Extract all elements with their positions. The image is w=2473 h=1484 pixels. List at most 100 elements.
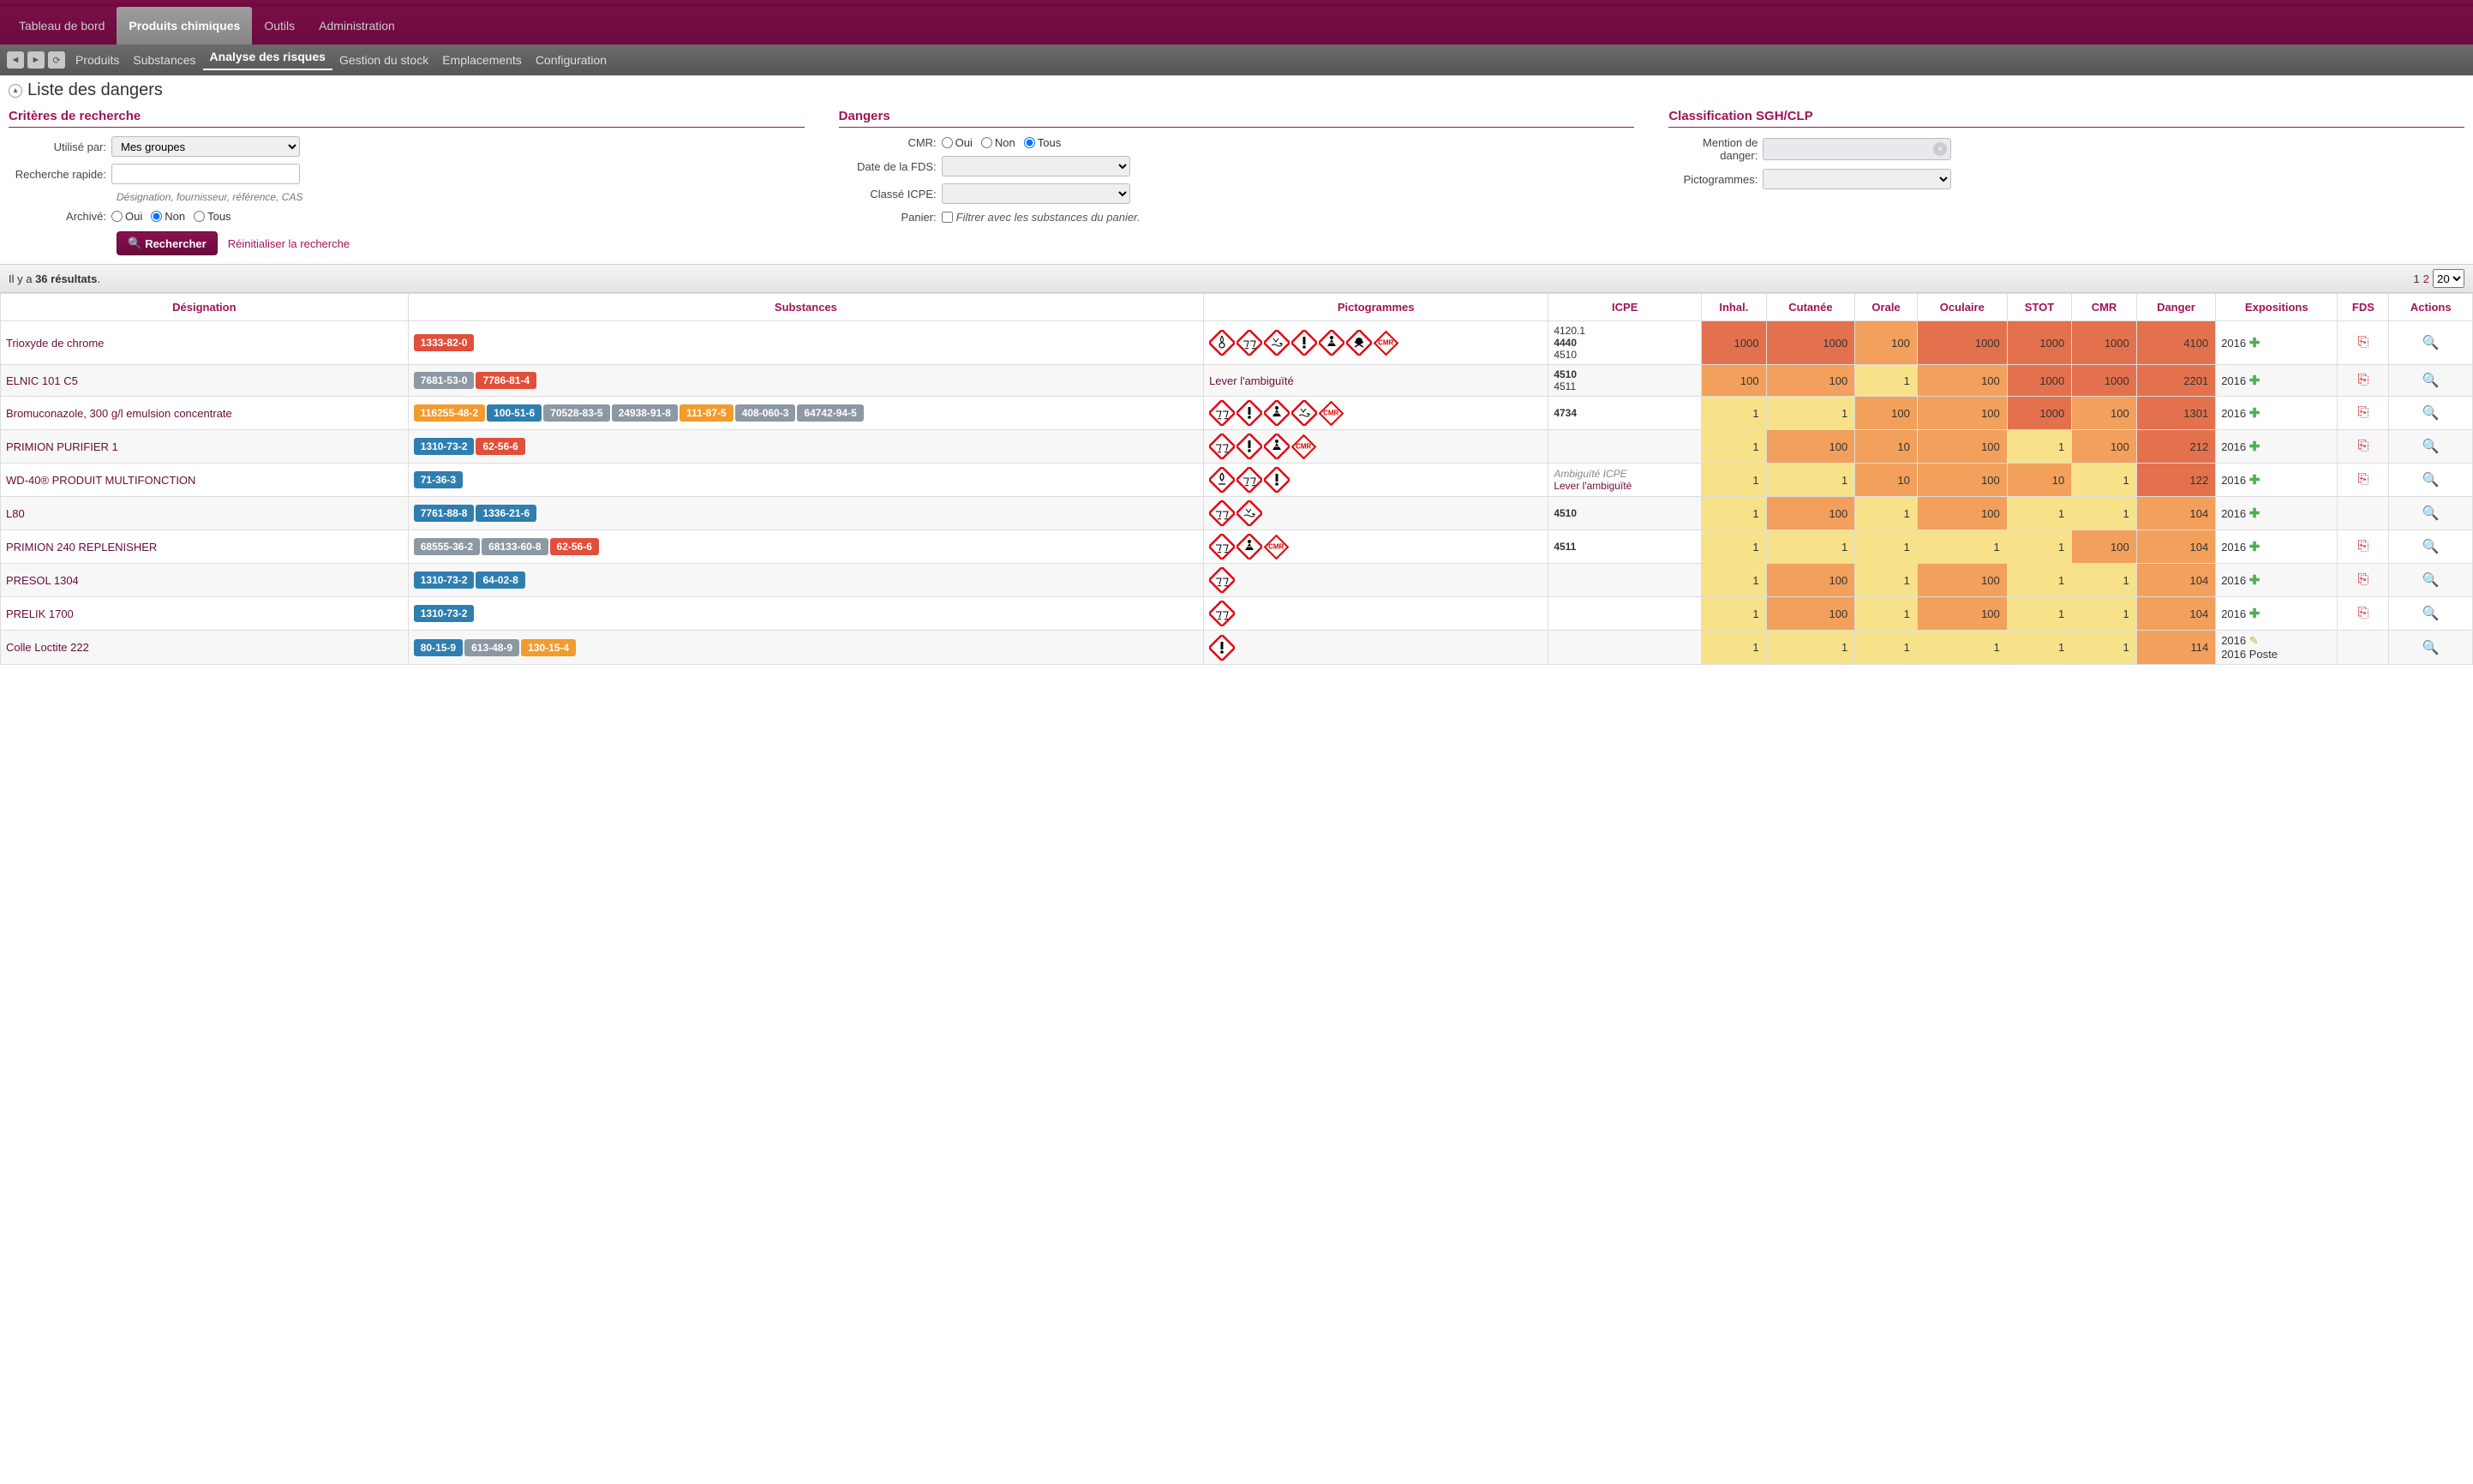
cell-designation[interactable]: L80 bbox=[1, 497, 409, 530]
th-expositions[interactable]: Expositions bbox=[2216, 294, 2338, 321]
th-fds[interactable]: FDS bbox=[2338, 294, 2389, 321]
mention-input[interactable]: × bbox=[1763, 138, 1951, 160]
cell-designation[interactable]: PRELIK 1700 bbox=[1, 597, 409, 631]
add-icon[interactable]: ✚ bbox=[2249, 540, 2260, 554]
view-icon[interactable]: 🔍 bbox=[2422, 607, 2440, 621]
th-actions[interactable]: Actions bbox=[2389, 294, 2473, 321]
subtab-risk-analysis[interactable]: Analyse des risques bbox=[203, 50, 332, 70]
subtab-products[interactable]: Produits bbox=[69, 53, 126, 67]
th-oculaire[interactable]: Oculaire bbox=[1917, 294, 2007, 321]
substance-chip[interactable]: 408-060-3 bbox=[735, 404, 796, 422]
substance-chip[interactable]: 116255-48-2 bbox=[414, 404, 485, 422]
substance-chip[interactable]: 100-51-6 bbox=[487, 404, 542, 422]
view-icon[interactable]: 🔍 bbox=[2422, 473, 2440, 488]
th-orale[interactable]: Orale bbox=[1855, 294, 1918, 321]
tab-admin[interactable]: Administration bbox=[307, 7, 407, 45]
cell-designation[interactable]: PRIMION 240 REPLENISHER bbox=[1, 530, 409, 564]
nav-refresh-icon[interactable]: ⟳ bbox=[48, 51, 65, 69]
pdf-icon[interactable]: ⎘ bbox=[2358, 373, 2369, 387]
picto-select[interactable] bbox=[1763, 169, 1951, 189]
cell-designation[interactable]: Trioxyde de chrome bbox=[1, 321, 409, 365]
th-inhal[interactable]: Inhal. bbox=[1702, 294, 1766, 321]
add-icon[interactable]: ✚ bbox=[2249, 607, 2260, 621]
cell-designation[interactable]: PRIMION PURIFIER 1 bbox=[1, 430, 409, 464]
add-icon[interactable]: ✚ bbox=[2249, 406, 2260, 421]
substance-chip[interactable]: 64742-94-5 bbox=[797, 404, 863, 422]
th-cutanee[interactable]: Cutanée bbox=[1766, 294, 1855, 321]
th-substances[interactable]: Substances bbox=[408, 294, 1203, 321]
cmr-all[interactable]: Tous bbox=[1024, 136, 1061, 149]
view-icon[interactable]: 🔍 bbox=[2422, 573, 2440, 588]
pdf-icon[interactable]: ⎘ bbox=[2358, 472, 2369, 487]
cell-designation[interactable]: Bromuconazole, 300 g/l emulsion concentr… bbox=[1, 397, 409, 430]
substance-chip[interactable]: 62-56-6 bbox=[550, 538, 599, 555]
view-icon[interactable]: 🔍 bbox=[2422, 336, 2440, 350]
view-icon[interactable]: 🔍 bbox=[2422, 540, 2440, 554]
th-danger[interactable]: Danger bbox=[2136, 294, 2215, 321]
subtab-stock[interactable]: Gestion du stock bbox=[332, 53, 435, 67]
substance-chip[interactable]: 1310-73-2 bbox=[414, 605, 475, 622]
used-by-select[interactable]: Mes groupes bbox=[111, 136, 300, 157]
view-icon[interactable]: 🔍 bbox=[2422, 406, 2440, 421]
substance-chip[interactable]: 80-15-9 bbox=[414, 639, 463, 656]
substance-chip[interactable]: 1310-73-2 bbox=[414, 438, 475, 455]
substance-chip[interactable]: 111-87-5 bbox=[680, 404, 734, 422]
tab-dashboard[interactable]: Tableau de bord bbox=[7, 7, 117, 45]
add-icon[interactable]: ✚ bbox=[2249, 473, 2260, 488]
view-icon[interactable]: 🔍 bbox=[2422, 641, 2440, 655]
pdf-icon[interactable]: ⎘ bbox=[2358, 539, 2369, 554]
view-icon[interactable]: 🔍 bbox=[2422, 374, 2440, 388]
cell-designation[interactable]: WD-40® PRODUIT MULTIFONCTION bbox=[1, 464, 409, 497]
substance-chip[interactable]: 24938-91-8 bbox=[612, 404, 678, 422]
th-cmr[interactable]: CMR bbox=[2072, 294, 2136, 321]
basket-checkbox[interactable]: Filtrer avec les substances du panier. bbox=[942, 211, 1141, 224]
subtab-locations[interactable]: Emplacements bbox=[435, 53, 529, 67]
substance-chip[interactable]: 68133-60-8 bbox=[482, 538, 548, 555]
ambiguity-link[interactable]: Lever l'ambiguïté bbox=[1209, 374, 1294, 387]
fds-date-select[interactable] bbox=[942, 156, 1130, 177]
tab-chemicals[interactable]: Produits chimiques bbox=[117, 7, 252, 45]
cmr-yes[interactable]: Oui bbox=[942, 136, 973, 149]
pdf-icon[interactable]: ⎘ bbox=[2358, 405, 2369, 420]
substance-chip[interactable]: 1310-73-2 bbox=[414, 571, 475, 589]
subtab-substances[interactable]: Substances bbox=[126, 53, 202, 67]
th-icpe[interactable]: ICPE bbox=[1548, 294, 1702, 321]
search-button[interactable]: 🔍Rechercher bbox=[117, 231, 218, 255]
icpe-select[interactable] bbox=[942, 183, 1130, 204]
quick-search-input[interactable] bbox=[111, 164, 300, 184]
collapse-icon[interactable]: ▴ bbox=[9, 84, 22, 98]
substance-chip[interactable]: 71-36-3 bbox=[414, 471, 463, 488]
pdf-icon[interactable]: ⎘ bbox=[2358, 335, 2369, 350]
page-next[interactable]: 2 bbox=[2423, 272, 2429, 285]
edit-icon[interactable]: ✎ bbox=[2249, 634, 2259, 647]
substance-chip[interactable]: 613-48-9 bbox=[464, 639, 519, 656]
archived-all[interactable]: Tous bbox=[194, 210, 231, 223]
cmr-no[interactable]: Non bbox=[981, 136, 1015, 149]
icpe-ambiguity-link[interactable]: Lever l'ambiguïté bbox=[1554, 480, 1696, 492]
view-icon[interactable]: 🔍 bbox=[2422, 506, 2440, 521]
th-pictograms[interactable]: Pictogrammes bbox=[1204, 294, 1548, 321]
pdf-icon[interactable]: ⎘ bbox=[2358, 439, 2369, 453]
archived-yes[interactable]: Oui bbox=[111, 210, 142, 223]
substance-chip[interactable]: 7786-81-4 bbox=[476, 372, 536, 389]
substance-chip[interactable]: 62-56-6 bbox=[476, 438, 524, 455]
substance-chip[interactable]: 130-15-4 bbox=[521, 639, 576, 656]
reset-link[interactable]: Réinitialiser la recherche bbox=[228, 237, 350, 250]
nav-forward-icon[interactable]: ► bbox=[27, 51, 45, 69]
page-size-select[interactable]: 20 bbox=[2433, 269, 2464, 288]
substance-chip[interactable]: 64-02-8 bbox=[476, 571, 524, 589]
cell-designation[interactable]: Colle Loctite 222 bbox=[1, 631, 409, 665]
th-stot[interactable]: STOT bbox=[2007, 294, 2071, 321]
substance-chip[interactable]: 1336-21-6 bbox=[476, 505, 536, 522]
add-icon[interactable]: ✚ bbox=[2249, 440, 2260, 454]
nav-back-icon[interactable]: ◄ bbox=[7, 51, 24, 69]
substance-chip[interactable]: 70528-83-5 bbox=[543, 404, 609, 422]
add-icon[interactable]: ✚ bbox=[2249, 573, 2260, 588]
substance-chip[interactable]: 7681-53-0 bbox=[414, 372, 475, 389]
pdf-icon[interactable]: ⎘ bbox=[2358, 572, 2369, 587]
substance-chip[interactable]: 1333-82-0 bbox=[414, 334, 475, 351]
view-icon[interactable]: 🔍 bbox=[2422, 440, 2440, 454]
archived-no[interactable]: Non bbox=[151, 210, 185, 223]
add-icon[interactable]: ✚ bbox=[2249, 336, 2260, 350]
clear-icon[interactable]: × bbox=[1933, 142, 1947, 156]
